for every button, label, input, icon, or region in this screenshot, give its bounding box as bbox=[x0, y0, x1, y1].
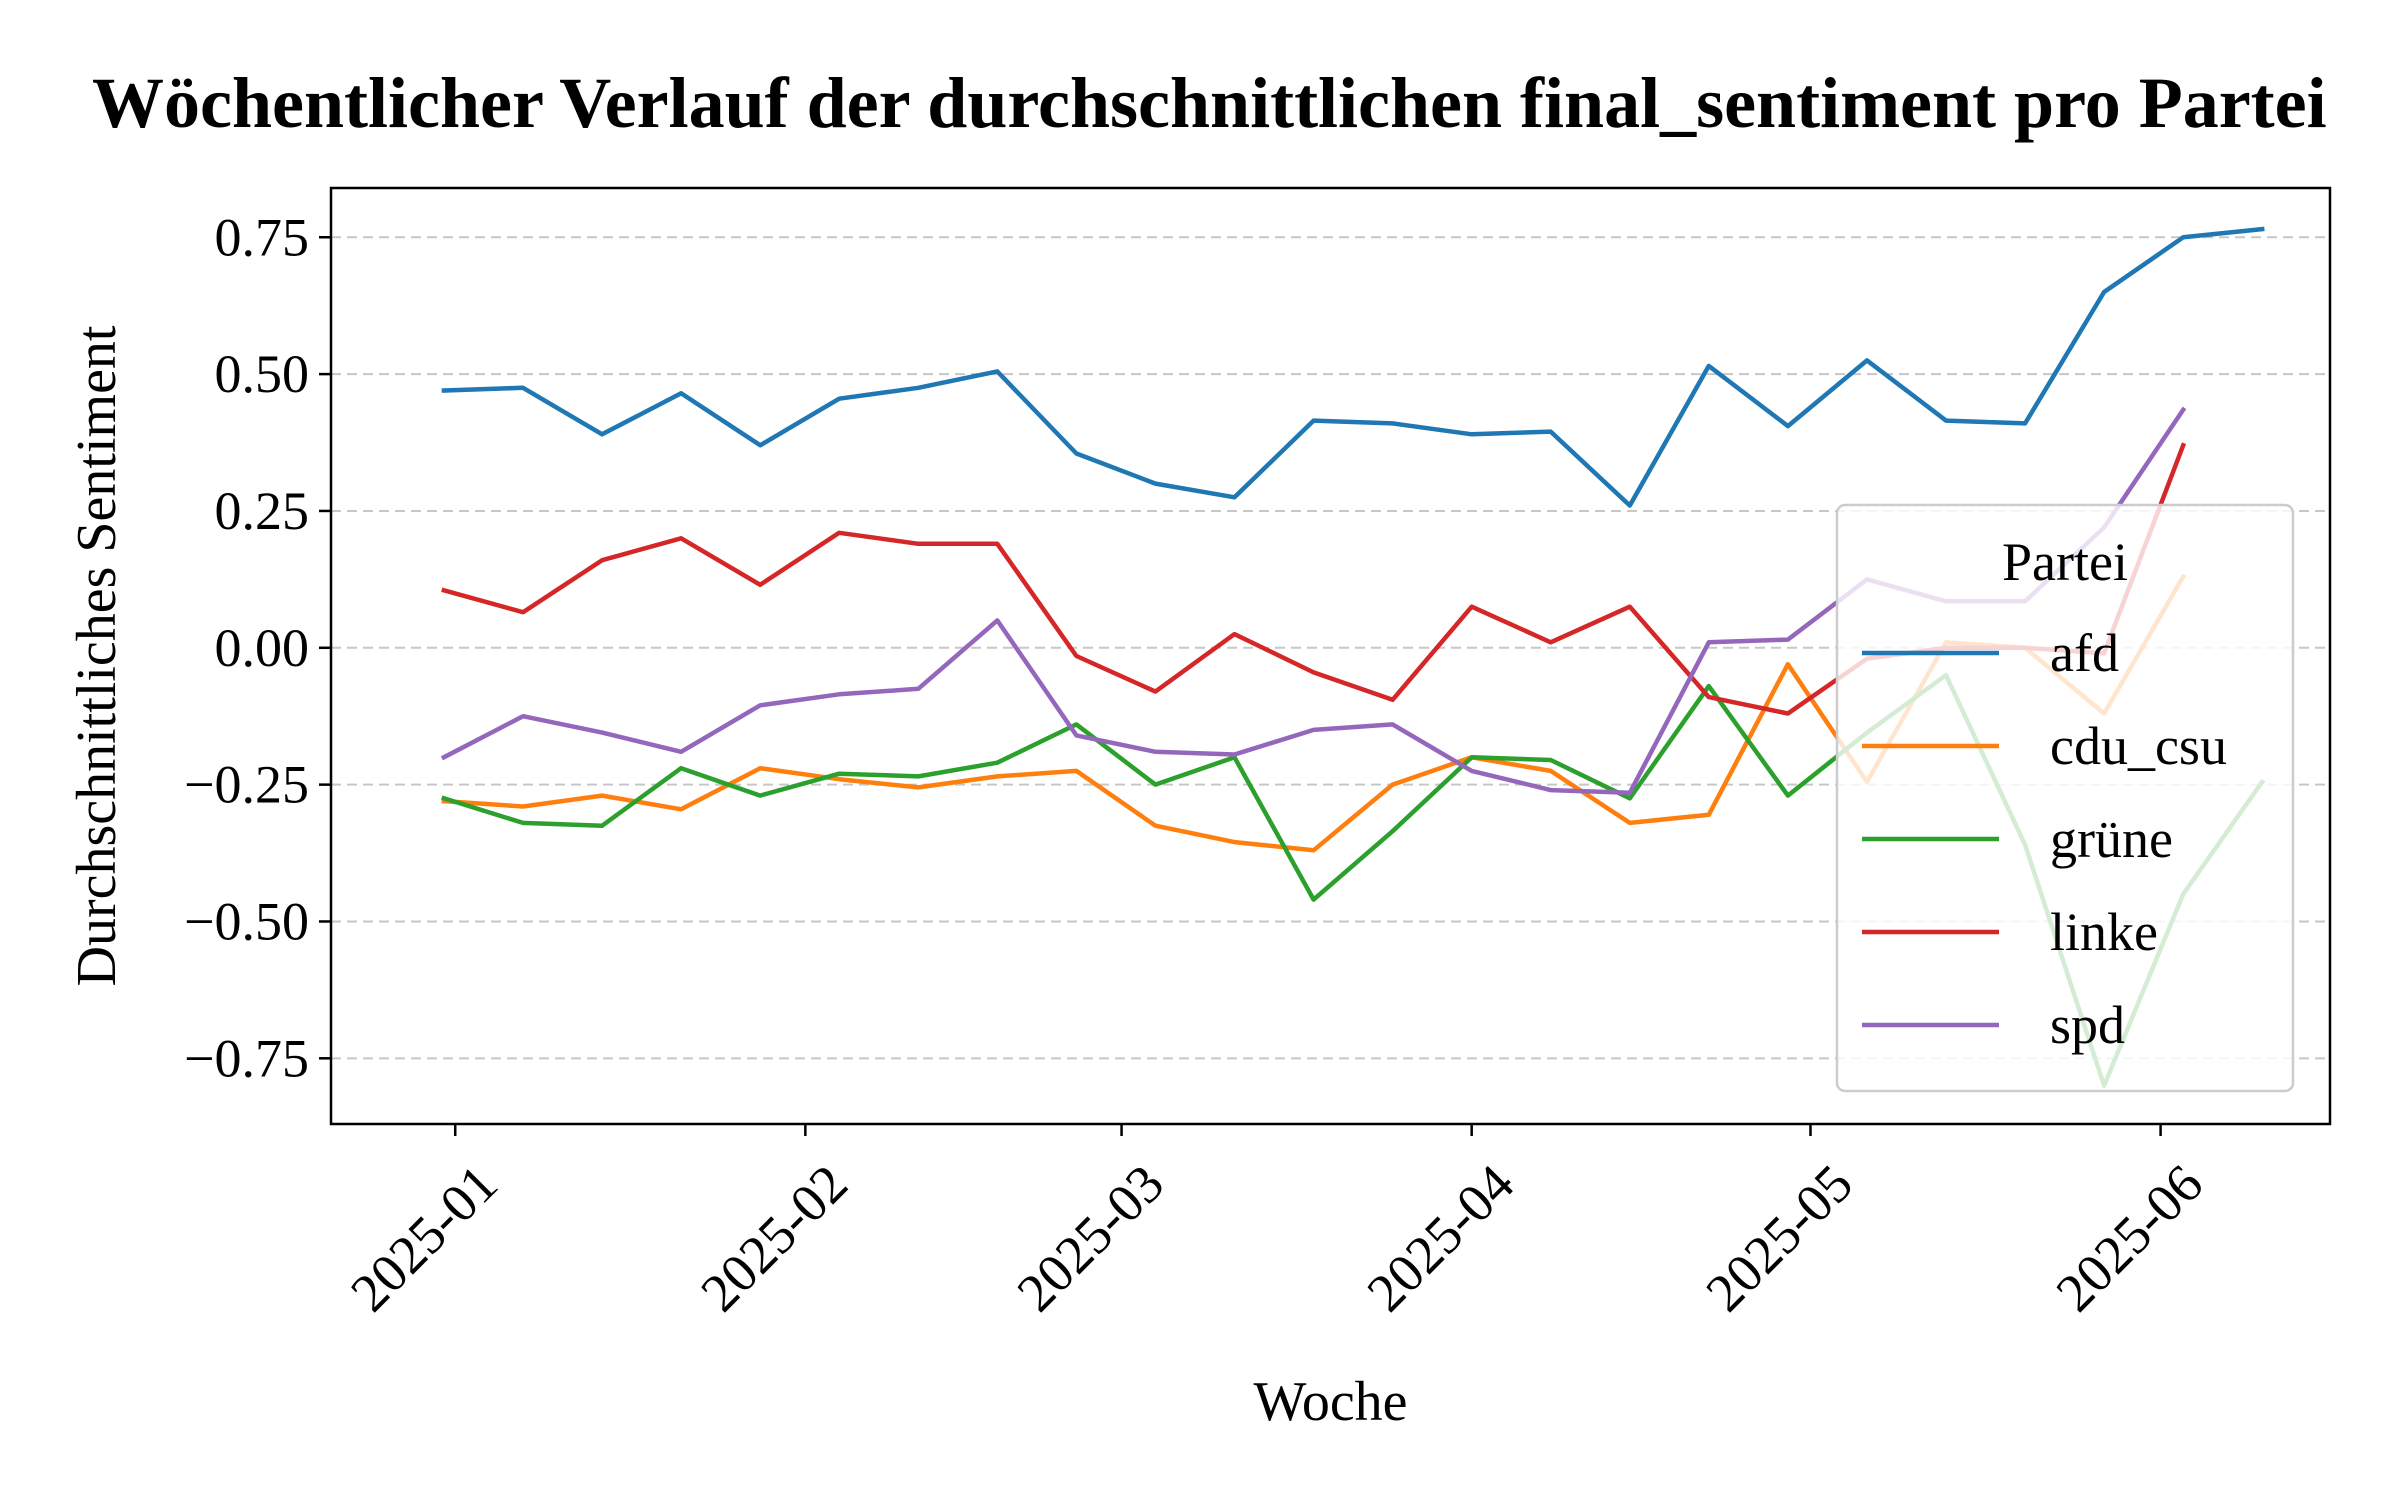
x-tick-label: 2025-06 bbox=[2045, 1153, 2215, 1323]
legend-label: grüne bbox=[2050, 809, 2173, 869]
y-tick-label: −0.75 bbox=[184, 1028, 309, 1088]
y-tick-label: 0.50 bbox=[215, 344, 310, 404]
y-tick-label: −0.50 bbox=[184, 891, 309, 951]
series-line-afd bbox=[441, 226, 2265, 508]
legend: Partei afd cdu_csu grüne linke spd bbox=[1835, 503, 2295, 1093]
x-tick-label: 2025-04 bbox=[1356, 1153, 1526, 1323]
y-tick-label: 0.75 bbox=[215, 207, 310, 267]
legend-label: cdu_csu bbox=[2050, 716, 2227, 776]
y-tick-label: −0.25 bbox=[184, 755, 309, 815]
plot-frame bbox=[329, 186, 2332, 1126]
x-axis-label: Woche bbox=[1253, 1371, 1407, 1433]
x-tick-label: 2025-03 bbox=[1006, 1153, 1176, 1323]
chart-title: Wöchentlicher Verlauf der durchschnittli… bbox=[92, 63, 2327, 143]
legend-label: linke bbox=[2050, 902, 2158, 962]
x-tick-label: 2025-05 bbox=[1694, 1153, 1864, 1323]
x-tick-label: 2025-02 bbox=[689, 1153, 859, 1323]
legend-title: Partei bbox=[2002, 532, 2128, 592]
legend-label: afd bbox=[2050, 623, 2119, 683]
y-axis-label: Durchschnittliches Sentiment bbox=[66, 325, 128, 986]
legend-label: spd bbox=[2050, 995, 2125, 1055]
y-tick-label: 0.00 bbox=[215, 618, 310, 678]
y-axis: 0.75 0.50 0.25 0.00 −0.25 −0.50 −0.75 bbox=[184, 207, 331, 1088]
x-axis: 2025-01 2025-02 2025-03 2025-04 2025-05 2025-… bbox=[339, 1124, 2214, 1323]
x-tick-label: 2025-01 bbox=[339, 1153, 509, 1323]
y-tick-label: 0.25 bbox=[215, 481, 310, 541]
